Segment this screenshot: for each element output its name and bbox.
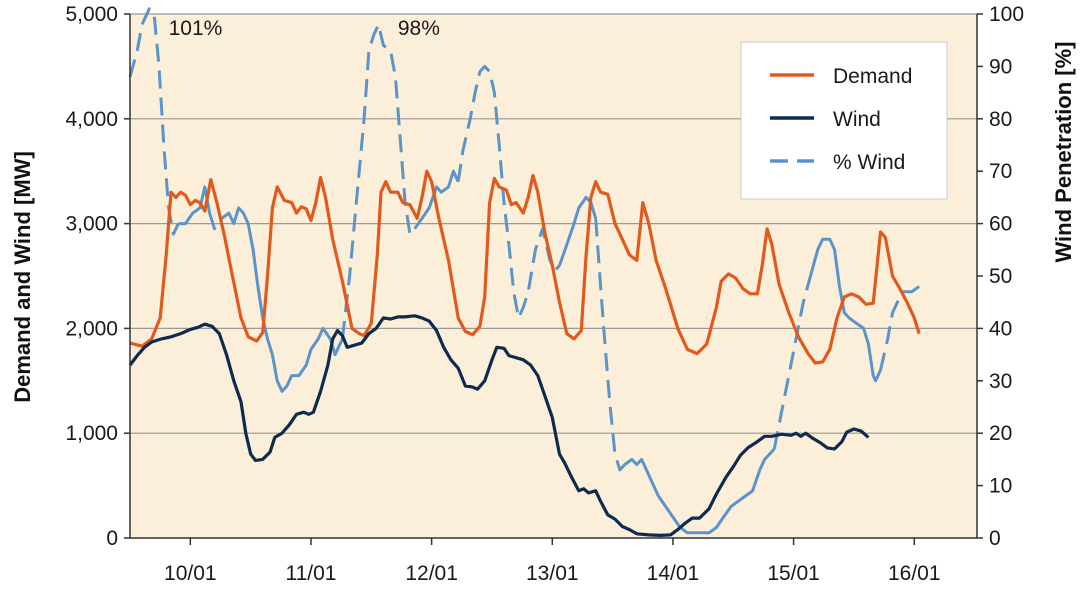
series-line-pct-wind <box>340 23 416 340</box>
x-tick-label: 13/01 <box>526 562 579 585</box>
series-line-pct-wind <box>772 275 812 450</box>
right-tick-label: 90 <box>989 55 1012 78</box>
series-line-pct-wind <box>809 237 882 383</box>
right-tick-label: 70 <box>989 160 1012 183</box>
series-line-pct-wind <box>208 212 223 231</box>
right-tick-label: 20 <box>989 422 1012 445</box>
legend-label-demand: Demand <box>833 65 912 88</box>
legend: Demand Wind % Wind <box>740 41 948 200</box>
series-line-wind <box>128 314 870 537</box>
x-tick-label: 11/01 <box>285 562 336 585</box>
annotation-label: 101% <box>169 17 223 40</box>
right-tick-label: 50 <box>989 265 1012 288</box>
x-axis-ticks: 10/01 11/01 12/01 13/01 14/01 15/01 16/01 <box>164 538 941 585</box>
y-left-axis-title: Demand and Wind [MW] <box>10 151 35 403</box>
left-axis-ticks: 0 1,000 2,000 3,000 4,000 5,000 <box>65 3 130 550</box>
left-tick-label: 4,000 <box>65 108 118 131</box>
left-tick-label: 5,000 <box>65 3 118 26</box>
left-tick-label: 1,000 <box>65 422 118 445</box>
right-tick-label: 40 <box>989 317 1012 340</box>
annotation-label: 98% <box>398 17 440 40</box>
series-line-pct-wind <box>907 285 920 294</box>
left-tick-label: 3,000 <box>65 213 118 236</box>
right-tick-label: 30 <box>989 370 1012 393</box>
legend-box <box>740 41 948 200</box>
x-tick-label: 15/01 <box>767 562 820 585</box>
x-tick-label: 12/01 <box>405 562 458 585</box>
x-tick-label: 14/01 <box>647 562 700 585</box>
left-tick-label: 0 <box>106 527 118 550</box>
right-tick-label: 80 <box>989 108 1012 131</box>
series-line-pct-wind <box>128 7 180 236</box>
x-tick-label: 16/01 <box>888 562 941 585</box>
legend-label-wind: Wind <box>833 108 881 131</box>
series-group <box>128 7 921 537</box>
series-line-demand <box>129 169 921 365</box>
right-axis-ticks: 0 10 20 30 40 50 60 70 80 90 100 <box>977 3 1024 550</box>
series-line-pct-wind <box>594 218 626 472</box>
left-tick-label: 2,000 <box>65 317 118 340</box>
right-tick-label: 10 <box>989 475 1012 498</box>
series-line-pct-wind <box>220 206 344 393</box>
series-line-pct-wind <box>413 169 460 230</box>
annotations: 101% 98% <box>169 17 440 40</box>
y-right-axis-title: Wind Penetration [%] <box>1051 41 1076 262</box>
series-line-pct-wind <box>456 64 561 320</box>
right-tick-label: 100 <box>989 3 1024 26</box>
series-line-pct-wind <box>623 447 776 535</box>
x-tick-label: 10/01 <box>164 562 217 585</box>
legend-label-pct-wind: % Wind <box>833 151 905 174</box>
series-line-pct-wind <box>178 185 212 226</box>
right-tick-label: 0 <box>989 527 1001 550</box>
right-tick-label: 60 <box>989 213 1012 236</box>
